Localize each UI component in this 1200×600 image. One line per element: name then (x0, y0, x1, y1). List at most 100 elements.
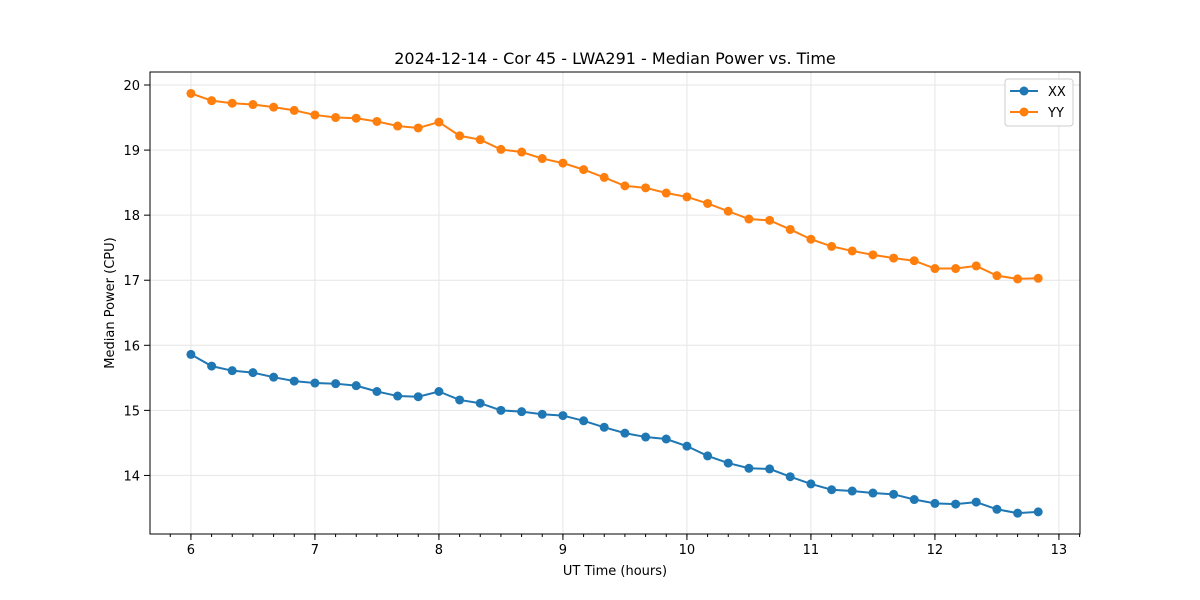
data-point-xx (558, 411, 568, 421)
x-tick-label: 9 (559, 543, 567, 558)
data-point-yy (207, 96, 217, 106)
data-point-xx (537, 409, 547, 419)
data-point-xx (785, 472, 795, 482)
legend-label-yy: YY (1047, 106, 1064, 121)
data-point-xx (310, 378, 320, 388)
data-point-yy (785, 224, 795, 234)
grid-layer (150, 72, 1080, 534)
data-point-xx (331, 379, 341, 389)
y-axis-label: Median Power (CPU) (103, 237, 118, 368)
y-tick-label: 20 (123, 79, 140, 94)
data-point-yy (558, 158, 568, 168)
data-point-yy (1013, 274, 1023, 284)
data-point-xx (434, 386, 444, 396)
data-point-xx (372, 386, 382, 396)
data-point-yy (682, 192, 692, 202)
data-point-yy (310, 110, 320, 120)
data-point-xx (723, 458, 733, 468)
data-point-yy (971, 261, 981, 271)
y-tick-label: 14 (123, 469, 140, 484)
data-point-yy (475, 135, 485, 145)
data-point-xx (744, 463, 754, 473)
y-tick-label: 15 (123, 404, 140, 419)
data-point-xx (351, 381, 361, 391)
data-point-xx (289, 376, 299, 386)
data-point-xx (868, 488, 878, 498)
data-point-yy (537, 154, 547, 164)
data-point-yy (847, 246, 857, 256)
tick-layer: 6 7 8 9 10 11 12 13 14 15 16 17 18 19 20 (123, 79, 1081, 558)
y-tick-label: 16 (123, 339, 140, 354)
data-point-yy (703, 198, 713, 208)
data-point-yy (289, 105, 299, 115)
data-point-xx (847, 486, 857, 496)
data-point-xx (269, 372, 279, 382)
data-point-xx (455, 395, 465, 405)
data-point-xx (599, 422, 609, 432)
legend-marker-xx (1019, 86, 1029, 96)
legend-label-xx: XX (1048, 85, 1066, 100)
data-point-yy (579, 165, 589, 175)
data-point-xx (889, 489, 899, 499)
data-point-xx (227, 366, 237, 376)
x-axis-label: UT Time (hours) (563, 564, 667, 579)
data-point-yy (393, 121, 403, 131)
x-tick-label: 10 (679, 543, 696, 558)
data-point-yy (661, 188, 671, 198)
data-point-xx (207, 361, 217, 371)
data-point-yy (517, 147, 527, 157)
data-point-yy (868, 250, 878, 260)
data-point-xx (992, 504, 1002, 514)
data-point-yy (269, 102, 279, 112)
data-point-xx (930, 498, 940, 508)
data-point-yy (434, 117, 444, 127)
y-tick-label: 18 (123, 209, 140, 224)
data-point-yy (227, 98, 237, 108)
data-point-xx (951, 499, 961, 509)
x-tick-label: 13 (1051, 543, 1068, 558)
data-point-yy (599, 172, 609, 182)
data-point-xx (413, 392, 423, 402)
data-point-yy (806, 234, 816, 244)
data-point-yy (248, 100, 258, 110)
data-point-yy (909, 256, 919, 266)
chart-title: 2024-12-14 - Cor 45 - LWA291 - Median Po… (394, 49, 836, 68)
data-point-yy (413, 123, 423, 133)
data-point-xx (1033, 507, 1043, 517)
data-point-xx (661, 434, 671, 444)
data-point-yy (744, 214, 754, 224)
data-point-xx (909, 495, 919, 505)
data-point-xx (475, 398, 485, 408)
data-point-yy (351, 113, 361, 123)
data-point-yy (930, 264, 940, 274)
y-tick-label: 17 (123, 274, 140, 289)
data-point-yy (1033, 273, 1043, 283)
plot-frame (149, 71, 1081, 535)
data-point-yy (331, 113, 341, 123)
data-point-yy (455, 131, 465, 141)
data-point-xx (765, 464, 775, 474)
data-point-yy (889, 253, 899, 263)
legend: XX YY (1004, 78, 1074, 127)
data-point-xx (971, 497, 981, 507)
x-tick-label: 6 (187, 543, 195, 558)
data-point-xx (703, 451, 713, 461)
data-point-yy (951, 264, 961, 274)
data-point-xx (186, 349, 196, 359)
data-point-xx (620, 428, 630, 438)
x-tick-label: 8 (435, 543, 443, 558)
data-point-yy (765, 215, 775, 225)
data-point-xx (393, 391, 403, 401)
data-point-yy (186, 88, 196, 98)
data-point-yy (992, 271, 1002, 281)
x-tick-label: 11 (803, 543, 820, 558)
data-point-yy (620, 181, 630, 191)
data-point-xx (1013, 508, 1023, 518)
data-point-yy (496, 144, 506, 154)
data-point-xx (682, 441, 692, 451)
data-point-xx (517, 407, 527, 417)
data-point-xx (806, 479, 816, 489)
x-tick-label: 12 (927, 543, 944, 558)
y-tick-label: 19 (123, 144, 140, 159)
